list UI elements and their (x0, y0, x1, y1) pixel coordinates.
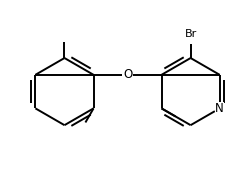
Text: O: O (123, 68, 132, 81)
Text: Br: Br (184, 29, 197, 39)
Text: N: N (215, 102, 224, 115)
